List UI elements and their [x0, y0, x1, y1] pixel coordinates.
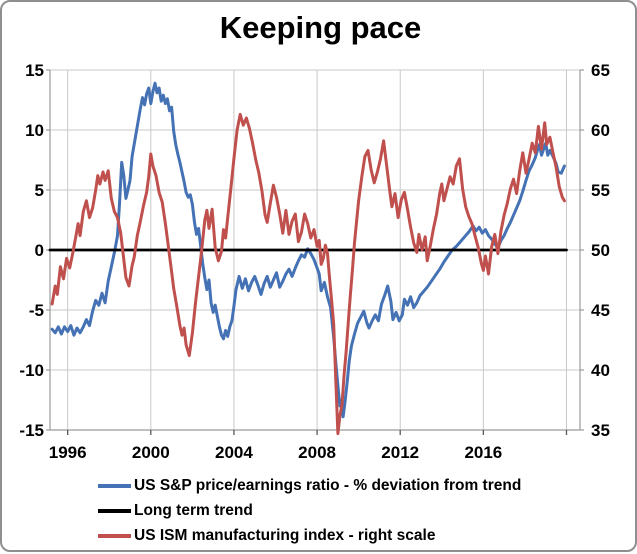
- left-axis-label: 5: [35, 181, 44, 200]
- legend-item-2: US ISM manufacturing index - right scale: [98, 523, 521, 548]
- left-axis-label: -5: [29, 301, 44, 320]
- right-axis-label: 45: [591, 301, 610, 320]
- left-axis-label: 15: [25, 61, 44, 80]
- x-axis-label: 2008: [298, 443, 336, 462]
- sp-pe-deviation-line: [50, 81, 566, 419]
- right-axis-label: 50: [591, 241, 610, 260]
- left-axis-label: 10: [25, 121, 44, 140]
- right-axis-label: 35: [591, 421, 610, 440]
- x-axis-label: 2012: [381, 443, 419, 462]
- legend-swatch: [98, 533, 131, 538]
- legend-swatch: [98, 508, 131, 513]
- chart-title: Keeping pace: [219, 10, 422, 45]
- left-axis-label: 0: [35, 241, 44, 260]
- legend-item-1: Long term trend: [98, 498, 521, 523]
- legend-item-0: US S&P price/earnings ratio - % deviatio…: [98, 473, 521, 498]
- x-axis-label: 2004: [215, 443, 253, 462]
- ism-index-line: [50, 112, 566, 436]
- right-axis-label: 65: [591, 61, 610, 80]
- right-axis-label: 55: [591, 181, 610, 200]
- x-axis-label: 2000: [132, 443, 170, 462]
- legend-label: US S&P price/earnings ratio - % deviatio…: [134, 476, 522, 494]
- x-axis-label: 2016: [464, 443, 502, 462]
- left-axis-label: -10: [19, 361, 44, 380]
- right-axis-label: 40: [591, 361, 610, 380]
- chart-legend: US S&P price/earnings ratio - % deviatio…: [98, 473, 521, 548]
- x-axis-label: 1996: [49, 443, 87, 462]
- left-axis-label: -15: [19, 421, 44, 440]
- legend-label: US ISM manufacturing index - right scale: [134, 526, 436, 544]
- legend-swatch: [98, 483, 131, 488]
- legend-label: Long term trend: [134, 501, 253, 519]
- right-axis-label: 60: [591, 121, 610, 140]
